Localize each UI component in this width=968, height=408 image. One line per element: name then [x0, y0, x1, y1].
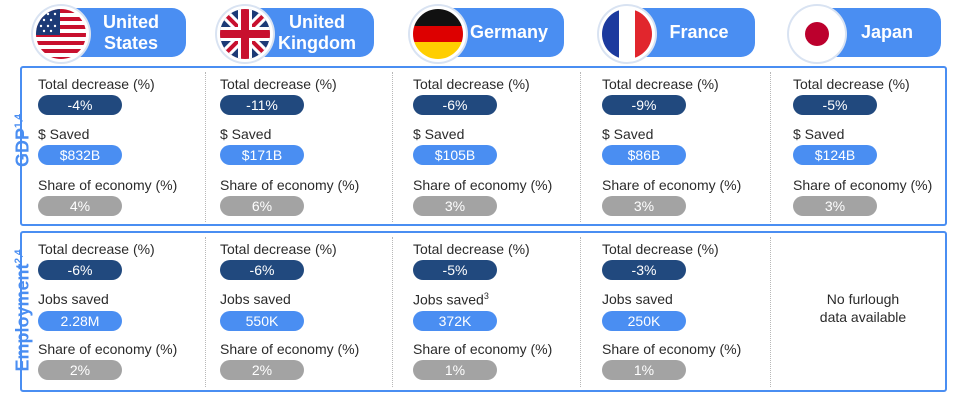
jobs-saved-value: 550K — [220, 311, 304, 331]
gdp-saved-value: $86B — [602, 145, 686, 165]
employment-share-label: Share of economy (%) — [38, 341, 178, 357]
country-name-line1: United — [289, 11, 345, 32]
country-name-line2: States — [103, 32, 159, 53]
gdp-share-label: Share of economy (%) — [220, 177, 360, 193]
gdp-decrease-label: Total decrease (%) — [38, 76, 155, 92]
germany-flag-icon — [410, 6, 466, 62]
gdp-saved-label: $ Saved — [220, 126, 272, 142]
gdp-share-value: 3% — [793, 196, 877, 216]
gdp-decrease-value: -6% — [413, 95, 497, 115]
jobs-saved-label: Jobs saved — [220, 291, 291, 307]
employment-panel — [20, 231, 947, 392]
gdp-saved-label: $ Saved — [413, 126, 465, 142]
us-flag-icon — [33, 6, 89, 62]
employment-decrease-value: -3% — [602, 260, 686, 280]
employment-footnote: 2,4 — [13, 249, 25, 264]
employment-decrease-label: Total decrease (%) — [413, 241, 530, 257]
gdp-panel — [20, 66, 947, 226]
employment-share-value: 1% — [413, 360, 497, 380]
jobs-saved-label: Jobs saved3 — [413, 291, 489, 308]
employment-decrease-label: Total decrease (%) — [602, 241, 719, 257]
column-divider — [770, 72, 771, 222]
gdp-saved-value: $105B — [413, 145, 497, 165]
gdp-section-label: GDP1,4 — [12, 114, 33, 167]
gdp-saved-value: $124B — [793, 145, 877, 165]
employment-share-label: Share of economy (%) — [413, 341, 553, 357]
employment-decrease-value: -5% — [413, 260, 497, 280]
gdp-decrease-label: Total decrease (%) — [220, 76, 337, 92]
gdp-saved-value: $832B — [38, 145, 122, 165]
gdp-decrease-value: -9% — [602, 95, 686, 115]
gdp-share-value: 3% — [413, 196, 497, 216]
employment-share-value: 1% — [602, 360, 686, 380]
employment-decrease-label: Total decrease (%) — [38, 241, 155, 257]
gdp-share-label: Share of economy (%) — [38, 177, 178, 193]
column-divider — [580, 237, 581, 387]
gdp-decrease-value: -5% — [793, 95, 877, 115]
column-divider — [392, 72, 393, 222]
gdp-share-label: Share of economy (%) — [413, 177, 553, 193]
gdp-footnote: 1,4 — [13, 114, 25, 128]
gdp-share-label: Share of economy (%) — [793, 177, 933, 193]
column-divider — [392, 237, 393, 387]
gdp-decrease-label: Total decrease (%) — [602, 76, 719, 92]
jobs-saved-value: 250K — [602, 311, 686, 331]
japan-flag-icon — [789, 6, 845, 62]
employment-share-label: Share of economy (%) — [602, 341, 742, 357]
column-divider — [205, 237, 206, 387]
jobs-saved-label: Jobs saved — [38, 291, 109, 307]
column-divider — [205, 72, 206, 222]
country-name: Japan — [860, 22, 914, 42]
gdp-share-value: 4% — [38, 196, 122, 216]
employment-decrease-value: -6% — [38, 260, 122, 280]
jobs-saved-value: 372K — [413, 311, 497, 331]
employment-decrease-value: -6% — [220, 260, 304, 280]
column-divider — [770, 237, 771, 387]
gdp-decrease-label: Total decrease (%) — [793, 76, 910, 92]
jobs-saved-label: Jobs saved — [602, 291, 673, 307]
gdp-share-value: 3% — [602, 196, 686, 216]
france-flag-icon — [599, 6, 655, 62]
gdp-saved-label: $ Saved — [793, 126, 845, 142]
country-name: Germany — [469, 22, 549, 42]
jobs-saved-footnote: 3 — [483, 291, 489, 301]
gdp-decrease-label: Total decrease (%) — [413, 76, 530, 92]
country-name: France — [669, 22, 729, 42]
employment-share-label: Share of economy (%) — [220, 341, 360, 357]
no-data-note: No furlough data available — [819, 291, 907, 325]
employment-share-value: 2% — [38, 360, 122, 380]
jobs-saved-value: 2.28M — [38, 311, 122, 331]
gdp-decrease-value: -4% — [38, 95, 122, 115]
column-divider — [580, 72, 581, 222]
gdp-decrease-value: -11% — [220, 95, 304, 115]
gdp-saved-value: $171B — [220, 145, 304, 165]
country-name-line2: Kingdom — [278, 32, 356, 53]
gdp-share-label: Share of economy (%) — [602, 177, 742, 193]
employment-decrease-label: Total decrease (%) — [220, 241, 337, 257]
gdp-saved-label: $ Saved — [602, 126, 654, 142]
employment-share-value: 2% — [220, 360, 304, 380]
country-name-line1: United — [103, 11, 159, 32]
gdp-saved-label: $ Saved — [38, 126, 90, 142]
gdp-share-value: 6% — [220, 196, 304, 216]
employment-section-label: Employment2,4 — [12, 249, 33, 372]
uk-flag-icon — [217, 6, 273, 62]
